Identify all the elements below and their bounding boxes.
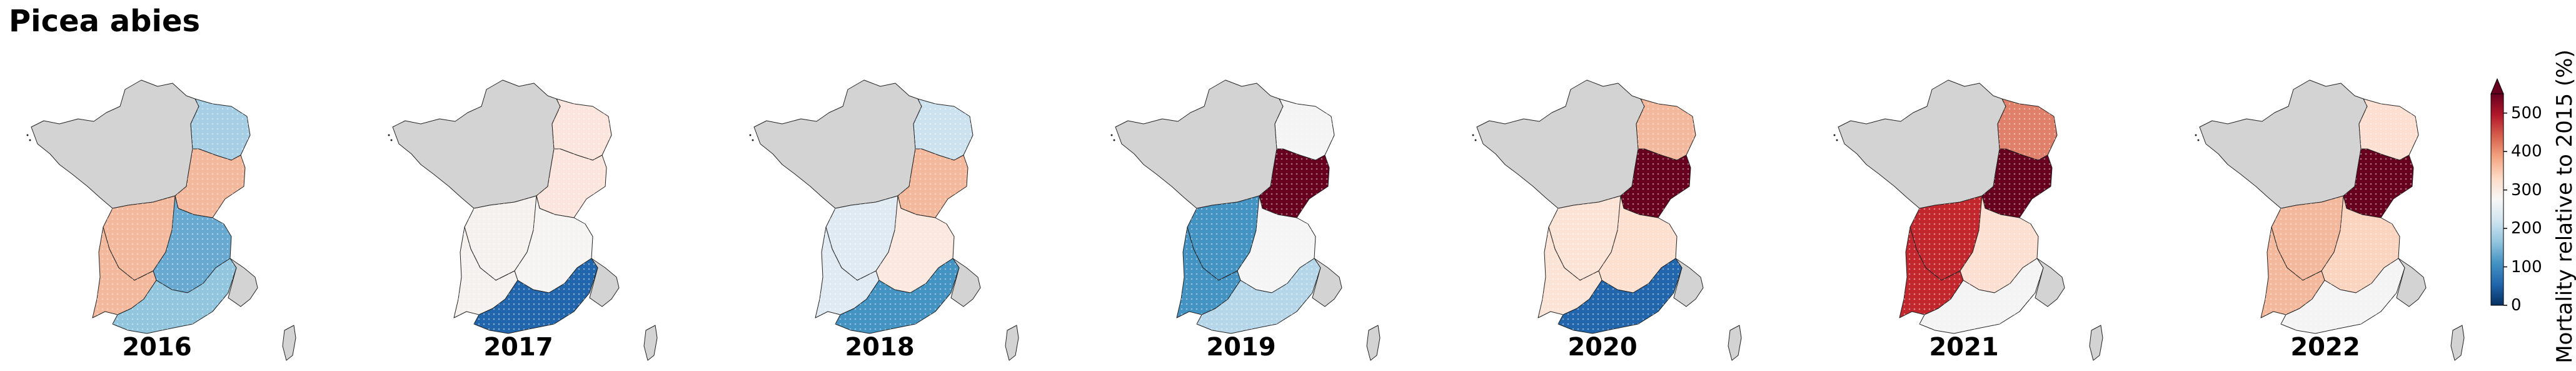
island-dot	[26, 134, 29, 136]
island-dot	[1836, 139, 1838, 141]
region-hatch	[2359, 99, 2418, 160]
region-hatch	[1187, 196, 1262, 280]
region-hatch	[2261, 227, 2325, 318]
map-2017	[388, 79, 658, 361]
region-hatch	[1910, 196, 1985, 280]
map-2018	[749, 79, 1019, 361]
map-2020	[1472, 79, 1742, 361]
colorbar-label: Mortality relative to 2015 (%)	[2552, 49, 2576, 363]
colorbar-tick-label: 500	[2511, 103, 2542, 123]
region-hatch	[1960, 196, 2038, 293]
region-hatch	[2272, 196, 2347, 280]
region-hatch	[2322, 196, 2400, 293]
island-dot	[29, 139, 31, 141]
map-2019	[1110, 79, 1381, 361]
colorbar-tick-label: 200	[2511, 219, 2542, 238]
region-hatch	[515, 196, 593, 293]
island-dot	[390, 139, 393, 141]
colorbar-extend-arrow	[2490, 78, 2504, 94]
page-title: Picea abies	[9, 4, 201, 39]
region-hatch	[815, 227, 879, 318]
region-hatch	[1538, 227, 1602, 318]
region-southeast-coast	[2396, 258, 2427, 307]
colorbar-tick-label: 0	[2511, 296, 2522, 315]
colorbar-tick-label: 300	[2511, 180, 2542, 200]
region-hatch	[103, 196, 178, 280]
island-dot	[2197, 139, 2200, 141]
region-hatch	[1558, 258, 1682, 333]
island-dot	[1472, 134, 1474, 136]
region-hatch	[1599, 196, 1677, 293]
island-dot	[388, 134, 390, 136]
region-corsica	[282, 325, 296, 361]
region-southeast-coast	[1312, 258, 1342, 307]
year-label-2016: 2016	[122, 333, 192, 362]
region-corsica	[1366, 325, 1381, 361]
region-hatch	[454, 227, 518, 318]
year-label-2020: 2020	[1567, 333, 1638, 362]
region-corsica	[643, 325, 658, 361]
year-label-2018: 2018	[845, 333, 915, 362]
region-hatch	[1998, 99, 2057, 160]
region-corsica	[1005, 325, 1019, 361]
region-hatch	[2281, 258, 2405, 333]
region-hatch	[1982, 149, 2052, 218]
region-southeast-coast	[2035, 258, 2065, 307]
year-label-2019: 2019	[1206, 333, 1276, 362]
region-hatch	[913, 99, 973, 160]
region-hatch	[191, 99, 250, 160]
region-hatch	[175, 149, 245, 218]
region-hatch	[876, 196, 954, 293]
colorbar-gradient	[2490, 93, 2504, 306]
island-dot	[1833, 134, 1836, 136]
region-hatch	[835, 258, 959, 333]
region-hatch	[1621, 149, 1691, 218]
region-hatch	[826, 196, 901, 280]
year-label-2017: 2017	[483, 333, 553, 362]
region-hatch	[1177, 227, 1240, 318]
island-dot	[1110, 134, 1113, 136]
island-dot	[2195, 134, 2197, 136]
year-label-2021: 2021	[1929, 333, 1999, 362]
map-2022	[2195, 79, 2465, 361]
region-southeast-coast	[589, 258, 620, 307]
island-dot	[749, 134, 752, 136]
region-hatch	[898, 149, 968, 218]
island-dot	[752, 139, 754, 141]
region-hatch	[1899, 227, 1963, 318]
year-label-2022: 2022	[2290, 333, 2360, 362]
region-hatch	[465, 196, 540, 280]
colorbar-tick-label: 400	[2511, 142, 2542, 161]
region-hatch	[474, 258, 598, 333]
region-corsica	[2450, 325, 2465, 361]
region-southeast-coast	[950, 258, 981, 307]
region-hatch	[113, 258, 236, 333]
region-corsica	[2089, 325, 2103, 361]
region-hatch	[2343, 149, 2413, 218]
map-2021	[1833, 79, 2103, 361]
region-hatch	[536, 149, 606, 218]
region-hatch	[1197, 258, 1321, 333]
map-2016	[26, 79, 296, 361]
region-southeast-coast	[228, 258, 258, 307]
region-hatch	[1237, 196, 1316, 293]
region-hatch	[1919, 258, 2043, 333]
region-hatch	[552, 99, 611, 160]
region-hatch	[1636, 99, 1696, 160]
region-corsica	[1728, 325, 1742, 361]
island-dot	[1474, 139, 1477, 141]
colorbar-tick-label: 100	[2511, 257, 2542, 277]
region-hatch	[1259, 149, 1329, 218]
region-hatch	[1549, 196, 1624, 280]
island-dot	[1113, 139, 1115, 141]
region-hatch	[153, 196, 231, 293]
region-hatch	[93, 227, 156, 318]
region-hatch	[1275, 99, 1334, 160]
region-southeast-coast	[1673, 258, 1704, 307]
